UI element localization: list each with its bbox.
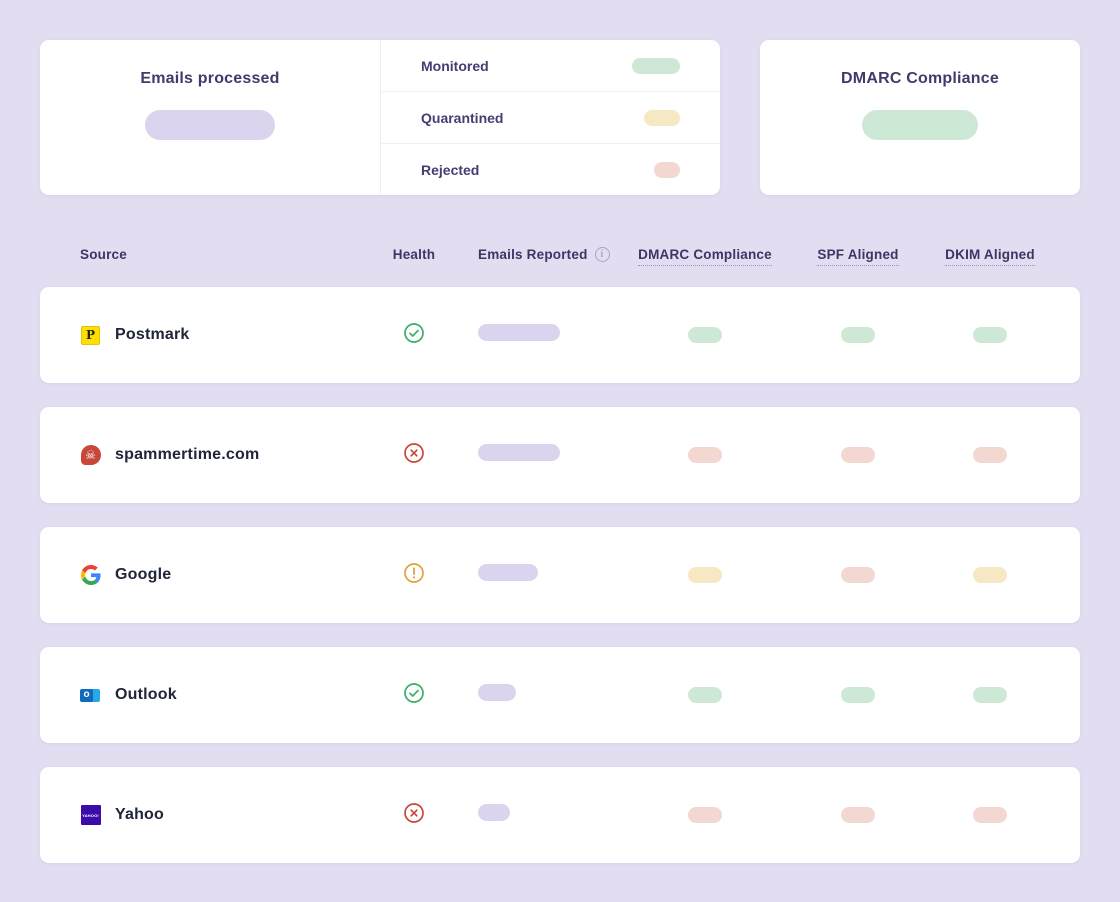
emails-reported-bar [478,684,516,701]
dkim-aligned-pill [973,567,1007,583]
info-icon[interactable] [594,246,610,262]
yahoo-logo-icon: YAHOO! [80,805,101,826]
emails-reported-bar [478,804,510,821]
summary-section: Emails processed Monitored Quarantined R… [40,40,1080,195]
outlook-logo-icon: o [80,685,101,706]
dmarc-compliance-pill [688,807,722,823]
monitored-value-placeholder [632,57,680,74]
dmarc-compliance-pill [688,447,722,463]
spf-aligned-pill [841,687,875,703]
rejected-value-placeholder [654,161,680,178]
table-row[interactable]: P Postmark [40,287,1080,383]
check-circle-icon [403,322,425,349]
emails-reported-bar [478,444,560,461]
dmarc-compliance-pill [688,327,722,343]
table-body: P Postmark ☠ spammertime.com [40,287,1080,863]
emails-processed-card: Emails processed Monitored Quarantined R… [40,40,720,195]
column-header-health: Health [392,246,436,262]
source-name: Google [115,566,172,583]
spf-aligned-pill [841,807,875,823]
spf-aligned-header-label[interactable]: SPF Aligned [817,246,899,266]
legend-row-monitored: Monitored [381,40,720,92]
spf-aligned-pill [841,567,875,583]
source-name: Outlook [115,686,177,703]
column-header-dmarc-compliance: DMARC Compliance [614,246,796,266]
dkim-aligned-header-label[interactable]: DKIM Aligned [945,246,1035,266]
dmarc-compliance-title: DMARC Compliance [841,70,999,87]
emails-processed-panel: Emails processed [40,40,380,195]
rejected-label: Rejected [421,161,480,178]
emails-processed-value-placeholder [145,110,275,140]
skull-logo-icon: ☠ [80,445,101,466]
dmarc-compliance-header-label[interactable]: DMARC Compliance [638,246,772,266]
spf-aligned-pill [841,447,875,463]
warning-circle-icon [403,562,425,589]
table-row[interactable]: YAHOO! Yahoo [40,767,1080,863]
source-name: Postmark [115,326,190,343]
table-row[interactable]: Google [40,527,1080,623]
column-header-dkim-aligned: DKIM Aligned [920,246,1060,266]
table-header: Source Health Emails Reported DMARC Comp… [40,243,1080,266]
table-row[interactable]: o Outlook [40,647,1080,743]
legend-row-rejected: Rejected [381,144,720,195]
dmarc-compliance-value-placeholder [862,110,978,140]
dmarc-compliance-pill [688,567,722,583]
emails-reported-bar [478,564,538,581]
dkim-aligned-pill [973,447,1007,463]
dmarc-compliance-pill [688,687,722,703]
column-header-source: Source [80,246,127,262]
emails-reported-bar [478,324,560,341]
x-circle-icon [403,802,425,829]
x-circle-icon [403,442,425,469]
dkim-aligned-pill [973,327,1007,343]
source-name: Yahoo [115,806,165,823]
email-breakdown-list: Monitored Quarantined Rejected [380,40,720,195]
legend-row-quarantined: Quarantined [381,92,720,144]
dkim-aligned-pill [973,807,1007,823]
dmarc-dashboard: Emails processed Monitored Quarantined R… [0,0,1120,863]
column-header-emails-reported: Emails Reported [454,246,614,262]
table-row[interactable]: ☠ spammertime.com [40,407,1080,503]
spf-aligned-pill [841,327,875,343]
quarantined-label: Quarantined [421,109,504,126]
google-logo-icon [80,565,101,586]
check-circle-icon [403,682,425,709]
dmarc-compliance-card: DMARC Compliance [760,40,1080,195]
dkim-aligned-pill [973,687,1007,703]
column-header-spf-aligned: SPF Aligned [796,246,920,266]
source-name: spammertime.com [115,446,260,463]
postmark-logo-icon: P [80,325,101,346]
quarantined-value-placeholder [644,109,680,126]
emails-reported-label: Emails Reported [478,246,588,262]
emails-processed-title: Emails processed [140,70,280,87]
monitored-label: Monitored [421,57,489,74]
